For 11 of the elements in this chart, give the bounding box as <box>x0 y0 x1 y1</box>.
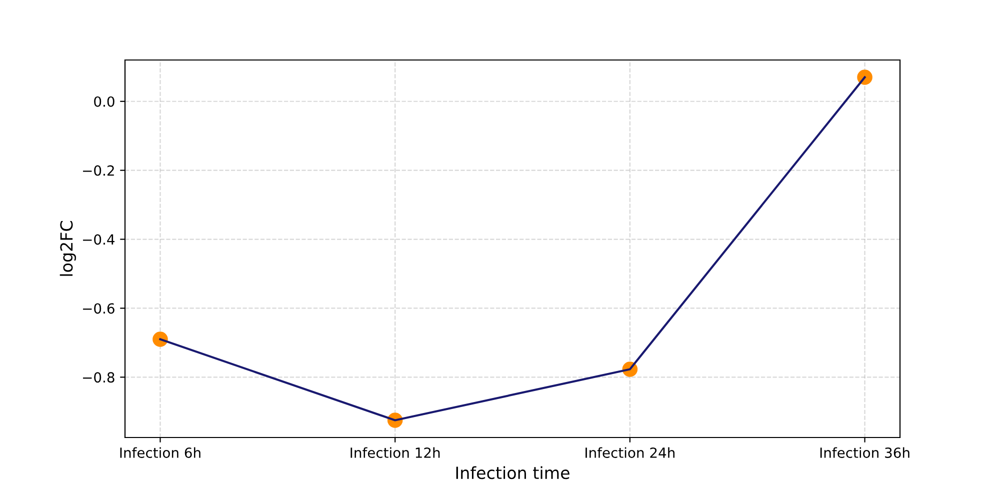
x-tick-label: Infection 36h <box>820 447 910 458</box>
y-tick-label: −0.8 <box>83 372 114 383</box>
y-tick-label: −0.4 <box>83 234 114 245</box>
x-tick-label: Infection 12h <box>350 447 440 458</box>
x-tick-label: Infection 24h <box>586 447 674 458</box>
y-tick-label: −0.6 <box>83 303 114 314</box>
x-tick-label: Infection 6h <box>120 447 200 458</box>
y-tick-label: 0.0 <box>94 96 114 107</box>
y-tick-label: −0.2 <box>83 165 114 176</box>
y-axis-title: log2FC <box>60 221 76 276</box>
x-axis-title: Infection time <box>456 466 570 480</box>
